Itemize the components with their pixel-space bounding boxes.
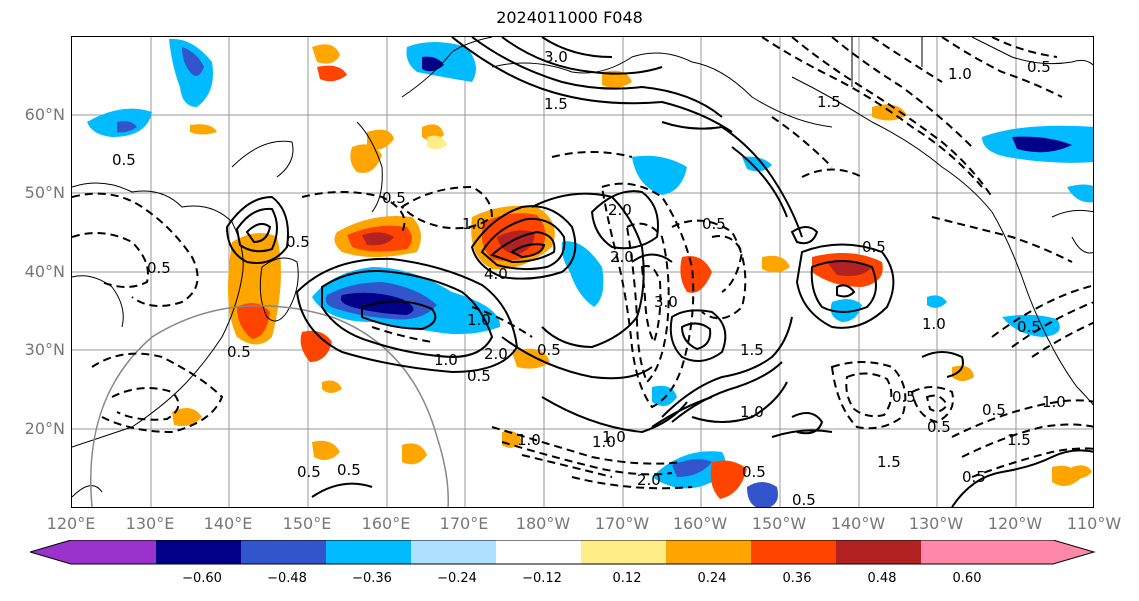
contour-label: 0.5 bbox=[702, 215, 726, 233]
colorbar-bin bbox=[411, 540, 496, 564]
contour-label: 1.0 bbox=[602, 428, 626, 446]
contour-label: 0.5 bbox=[337, 461, 361, 479]
contour-label: 1.5 bbox=[877, 453, 901, 471]
contour-label: 4.0 bbox=[484, 265, 508, 283]
colorbar-bin bbox=[241, 540, 326, 564]
lon-label-150w: 150°W bbox=[751, 514, 807, 533]
contour-label: 1.0 bbox=[740, 403, 764, 421]
positive-contours bbox=[225, 37, 1093, 507]
lat-label-40n: 40°N bbox=[24, 262, 65, 281]
contour-label: 0.5 bbox=[742, 463, 766, 481]
contour-label: 0.5 bbox=[147, 259, 171, 277]
colorbar-tick-label: −0.60 bbox=[182, 571, 222, 586]
colorbar-tick-label: 0.24 bbox=[697, 571, 727, 586]
contour-label: 0.5 bbox=[1027, 58, 1051, 76]
contour-label: 1.0 bbox=[592, 433, 616, 451]
contour-label: 1.5 bbox=[817, 93, 841, 111]
contour-label: 1.5 bbox=[1007, 431, 1031, 449]
lon-label-170w: 170°W bbox=[594, 514, 650, 533]
contour-label: 0.5 bbox=[982, 401, 1006, 419]
contour-label: 1.0 bbox=[948, 65, 972, 83]
lon-label-140w: 140°W bbox=[830, 514, 886, 533]
colorbar-extend-high bbox=[1006, 540, 1094, 564]
contour-label: 0.5 bbox=[297, 463, 321, 481]
contour-label: 1.0 bbox=[922, 315, 946, 333]
contour-label: 1.0 bbox=[1042, 393, 1066, 411]
contour-label: 0.5 bbox=[382, 189, 406, 207]
colorbar bbox=[30, 540, 1096, 565]
colorbar-tick-label: −0.12 bbox=[522, 571, 562, 586]
contour-label: 0.5 bbox=[286, 233, 310, 251]
lon-label-170e: 170°E bbox=[439, 514, 489, 533]
contour-label: 3.0 bbox=[654, 293, 678, 311]
colorbar-bin bbox=[581, 540, 666, 564]
contour-label: 0.5 bbox=[112, 151, 136, 169]
shaded-anomaly-fields bbox=[87, 38, 1093, 507]
colorbar-bin bbox=[836, 540, 921, 564]
colorbar-bin bbox=[71, 540, 156, 564]
contour-label: 1.5 bbox=[544, 95, 568, 113]
colorbar-bin bbox=[751, 540, 836, 564]
colorbar-extend-low bbox=[30, 540, 71, 564]
contour-label: 1.0 bbox=[434, 351, 458, 369]
contour-label: 1.5 bbox=[740, 341, 764, 359]
contour-label: 0.5 bbox=[1017, 318, 1041, 336]
map-canvas: 3.0 1.5 1.0 0.5 0.5 0.5 0.5 1.0 4.0 2.0 … bbox=[72, 37, 1093, 508]
colorbar-bin bbox=[666, 540, 751, 564]
contour-label: 0.5 bbox=[927, 418, 951, 436]
contour-label: 0.5 bbox=[962, 468, 986, 486]
negative-contours bbox=[72, 37, 1093, 490]
colorbar-tick-label: 0.48 bbox=[867, 571, 897, 586]
lon-label-110w: 110°W bbox=[1066, 514, 1122, 533]
lon-label-130e: 130°E bbox=[125, 514, 175, 533]
lon-label-180w: 180°W bbox=[515, 514, 571, 533]
colorbar-tick-label: 0.12 bbox=[612, 571, 642, 586]
contour-label: 0.5 bbox=[537, 341, 561, 359]
lat-label-50n: 50°N bbox=[24, 183, 65, 202]
contour-label: 2.0 bbox=[610, 248, 634, 266]
contour-label: 1.0 bbox=[517, 431, 541, 449]
lon-label-130w: 130°W bbox=[908, 514, 964, 533]
colorbar-tick-label: 0.36 bbox=[782, 571, 812, 586]
lon-label-120e: 120°E bbox=[46, 514, 96, 533]
lat-label-60n: 60°N bbox=[24, 105, 65, 124]
lat-label-30n: 30°N bbox=[24, 340, 65, 359]
lon-label-160w: 160°W bbox=[672, 514, 728, 533]
colorbar-bin bbox=[326, 540, 411, 564]
contour-label: 1.0 bbox=[462, 215, 486, 233]
contour-label: 2.0 bbox=[608, 201, 632, 219]
contour-label: 0.5 bbox=[792, 491, 816, 508]
colorbar-tick-label: −0.36 bbox=[352, 571, 392, 586]
contour-label: 0.5 bbox=[892, 388, 916, 406]
colorbar-tick-label: −0.48 bbox=[267, 571, 307, 586]
colorbar-outline bbox=[30, 540, 1096, 565]
colorbar-bin bbox=[496, 540, 581, 564]
contour-label: 3.0 bbox=[544, 48, 568, 66]
contour-label-group: 3.0 1.5 1.0 0.5 0.5 0.5 0.5 1.0 4.0 2.0 … bbox=[112, 48, 1066, 508]
colorbar-bin bbox=[921, 540, 1006, 564]
colorbar-bin bbox=[156, 540, 241, 564]
colorbar-tick-label: −0.24 bbox=[437, 571, 477, 586]
lon-label-150e: 150°E bbox=[282, 514, 332, 533]
contour-label: 0.5 bbox=[227, 343, 251, 361]
contour-label: 2.0 bbox=[484, 345, 508, 363]
map-title: 2024011000 F048 bbox=[496, 8, 643, 27]
contour-label: 1.0 bbox=[467, 311, 491, 329]
contour-label: 2.0 bbox=[637, 471, 661, 489]
lon-label-160e: 160°E bbox=[361, 514, 411, 533]
lon-label-120w: 120°W bbox=[987, 514, 1043, 533]
contour-label: 0.5 bbox=[862, 238, 886, 256]
map-panel: 3.0 1.5 1.0 0.5 0.5 0.5 0.5 1.0 4.0 2.0 … bbox=[71, 36, 1094, 508]
lat-label-20n: 20°N bbox=[24, 419, 65, 438]
contour-label: 0.5 bbox=[467, 367, 491, 385]
reference-circle bbox=[90, 305, 450, 507]
colorbar-tick-label: 0.60 bbox=[952, 571, 982, 586]
lon-label-140e: 140°E bbox=[203, 514, 253, 533]
